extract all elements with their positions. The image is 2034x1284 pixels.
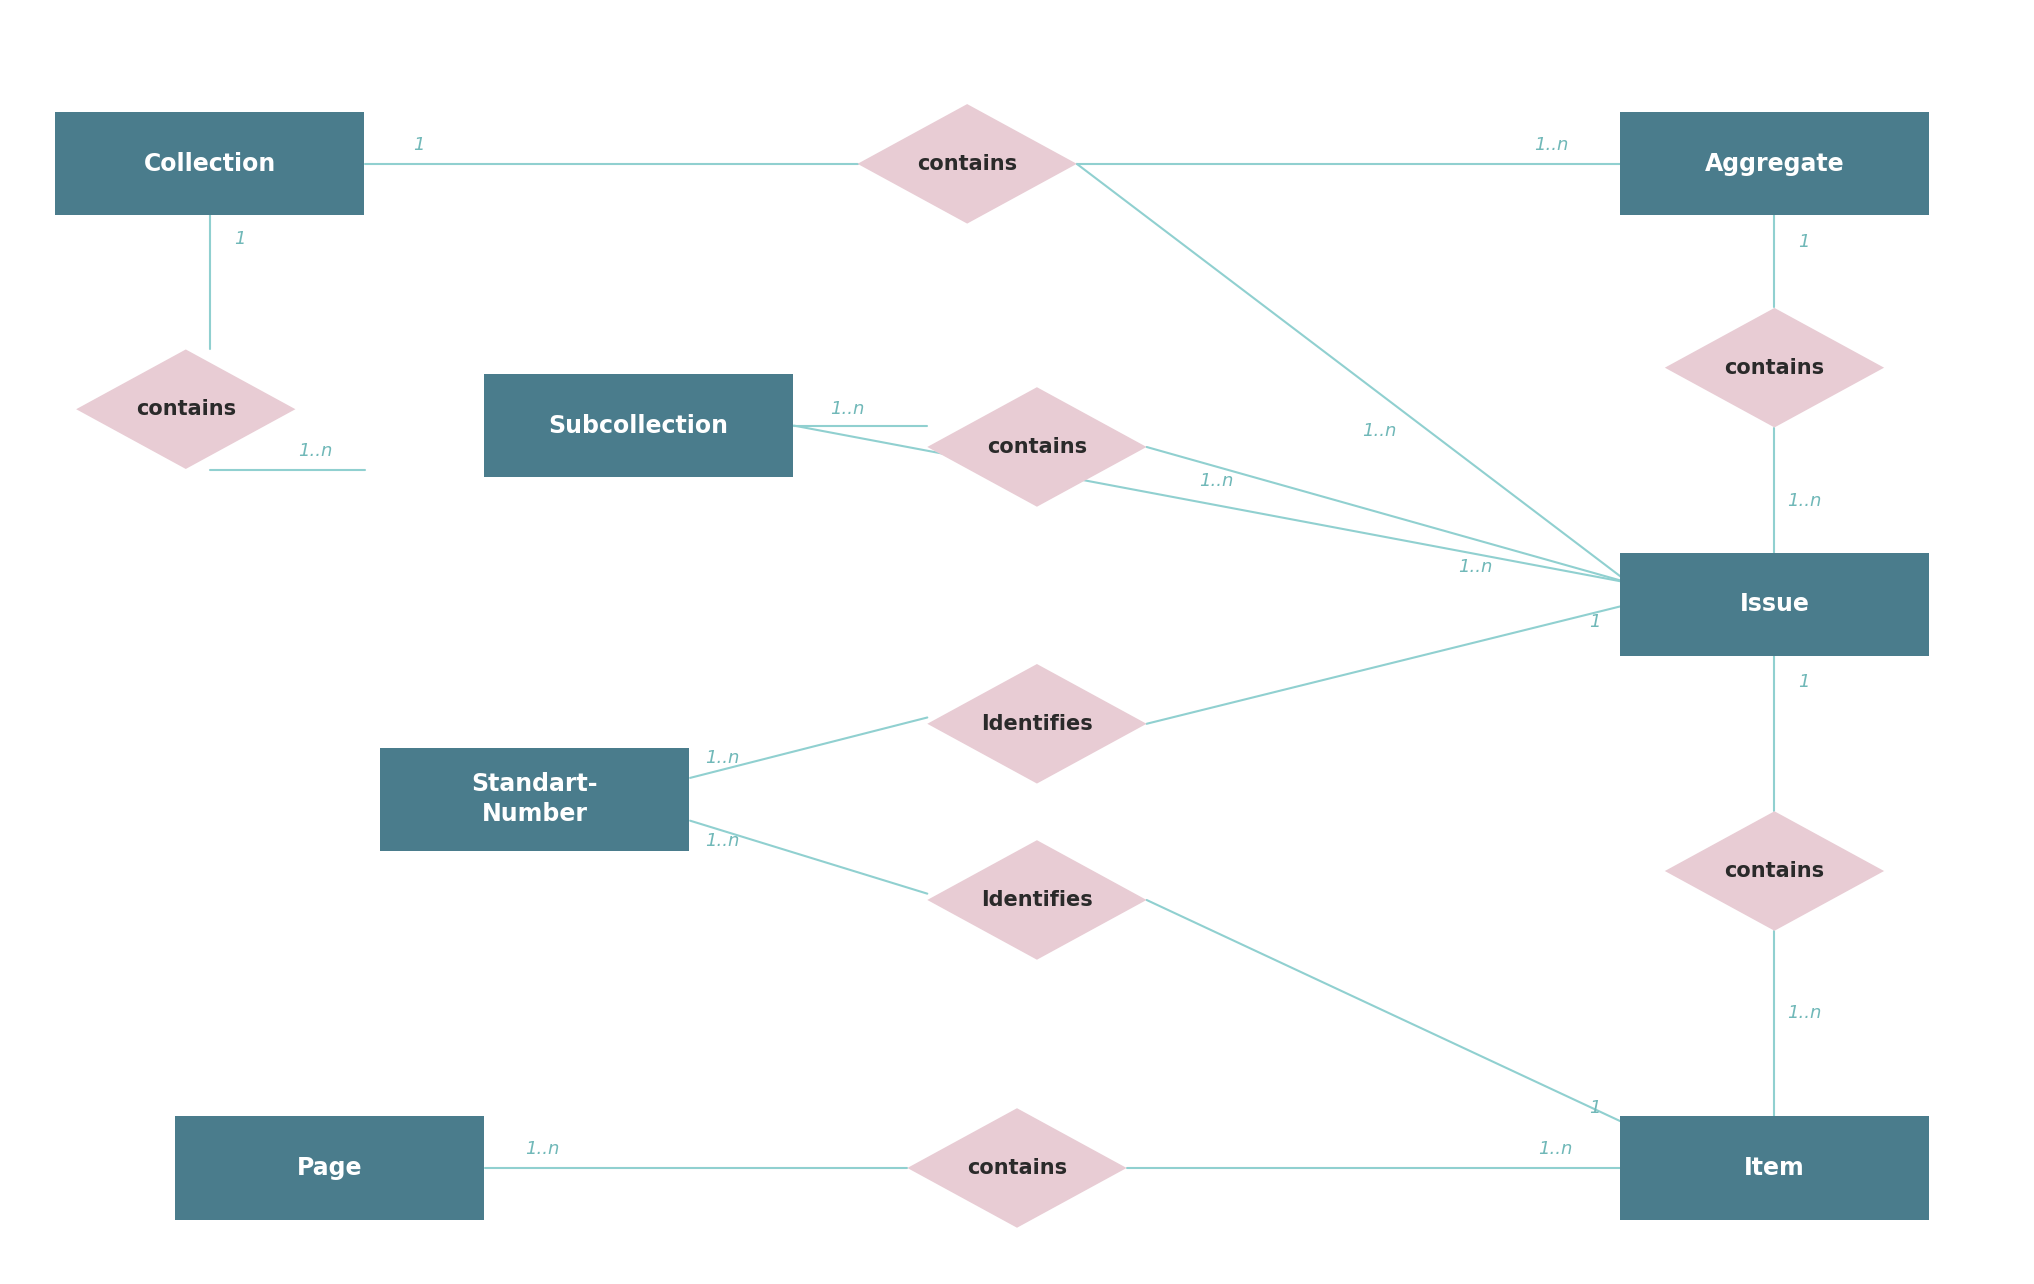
FancyBboxPatch shape xyxy=(1619,552,1928,656)
Text: 1: 1 xyxy=(1589,1099,1601,1117)
Polygon shape xyxy=(858,104,1076,223)
Text: Subcollection: Subcollection xyxy=(549,413,728,438)
Text: 1: 1 xyxy=(1798,232,1810,250)
Text: Identifies: Identifies xyxy=(980,714,1092,733)
FancyBboxPatch shape xyxy=(55,112,364,216)
Polygon shape xyxy=(907,1108,1127,1228)
Text: 1..n: 1..n xyxy=(1363,421,1397,439)
Text: Identifies: Identifies xyxy=(980,890,1092,910)
Text: 1..n: 1..n xyxy=(1788,492,1822,510)
Text: 1..n: 1..n xyxy=(1534,136,1568,154)
FancyBboxPatch shape xyxy=(484,374,793,478)
Polygon shape xyxy=(1664,308,1883,428)
Text: contains: contains xyxy=(1725,862,1824,881)
Text: 1: 1 xyxy=(413,136,425,154)
Text: Standart-
Number: Standart- Number xyxy=(472,773,598,826)
Polygon shape xyxy=(1664,811,1883,931)
Text: Item: Item xyxy=(1743,1156,1804,1180)
Text: Aggregate: Aggregate xyxy=(1704,152,1845,176)
Text: 1..n: 1..n xyxy=(1458,557,1493,575)
Text: Page: Page xyxy=(297,1156,362,1180)
Text: Collection: Collection xyxy=(144,152,277,176)
Text: 1: 1 xyxy=(1798,673,1810,691)
Polygon shape xyxy=(928,388,1147,507)
Text: contains: contains xyxy=(917,154,1017,173)
FancyBboxPatch shape xyxy=(1619,1116,1928,1220)
FancyBboxPatch shape xyxy=(380,747,690,851)
Text: 1..n: 1..n xyxy=(706,749,738,767)
Text: 1..n: 1..n xyxy=(706,832,738,850)
Text: 1..n: 1..n xyxy=(299,442,332,460)
Text: 1: 1 xyxy=(1589,612,1601,630)
FancyBboxPatch shape xyxy=(1619,112,1928,216)
Text: 1..n: 1..n xyxy=(1538,1140,1572,1158)
Polygon shape xyxy=(928,840,1147,959)
Text: contains: contains xyxy=(136,399,236,419)
Text: Issue: Issue xyxy=(1739,592,1810,616)
Text: 1..n: 1..n xyxy=(1200,473,1233,490)
Text: 1..n: 1..n xyxy=(525,1140,559,1158)
Text: 1..n: 1..n xyxy=(1788,1004,1822,1022)
Polygon shape xyxy=(75,349,295,469)
FancyBboxPatch shape xyxy=(175,1116,484,1220)
Text: 1: 1 xyxy=(234,230,246,248)
Polygon shape xyxy=(928,664,1147,783)
Text: contains: contains xyxy=(966,1158,1068,1177)
Text: 1..n: 1..n xyxy=(830,401,864,419)
Text: contains: contains xyxy=(986,437,1086,457)
Text: contains: contains xyxy=(1725,358,1824,377)
